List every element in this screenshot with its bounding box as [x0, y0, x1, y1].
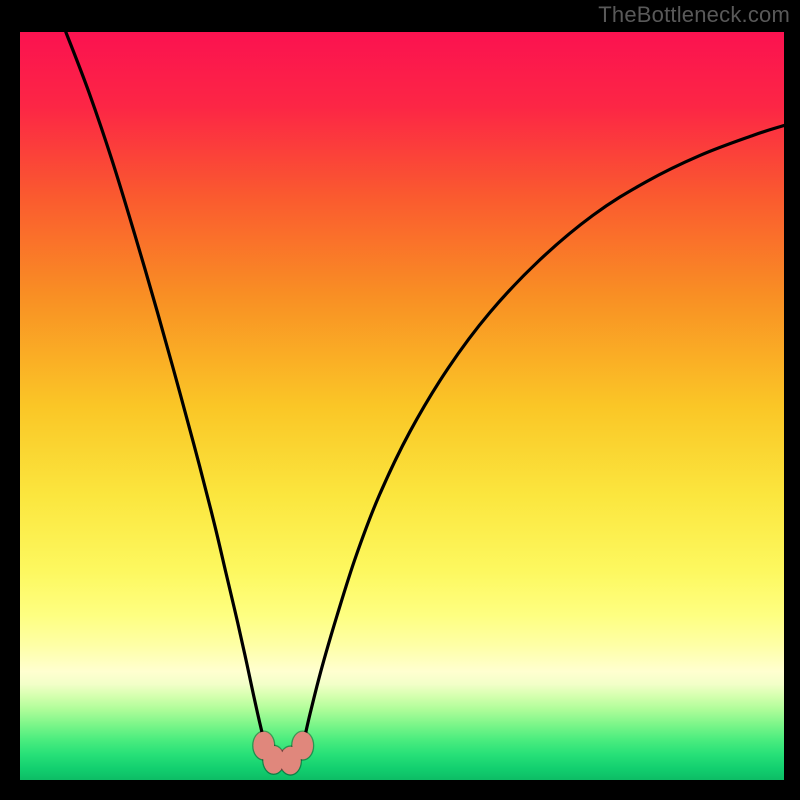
chart-svg: [20, 32, 784, 780]
watermark-text: TheBottleneck.com: [598, 2, 790, 28]
plot-area: [20, 32, 784, 780]
gradient-background: [20, 32, 784, 780]
